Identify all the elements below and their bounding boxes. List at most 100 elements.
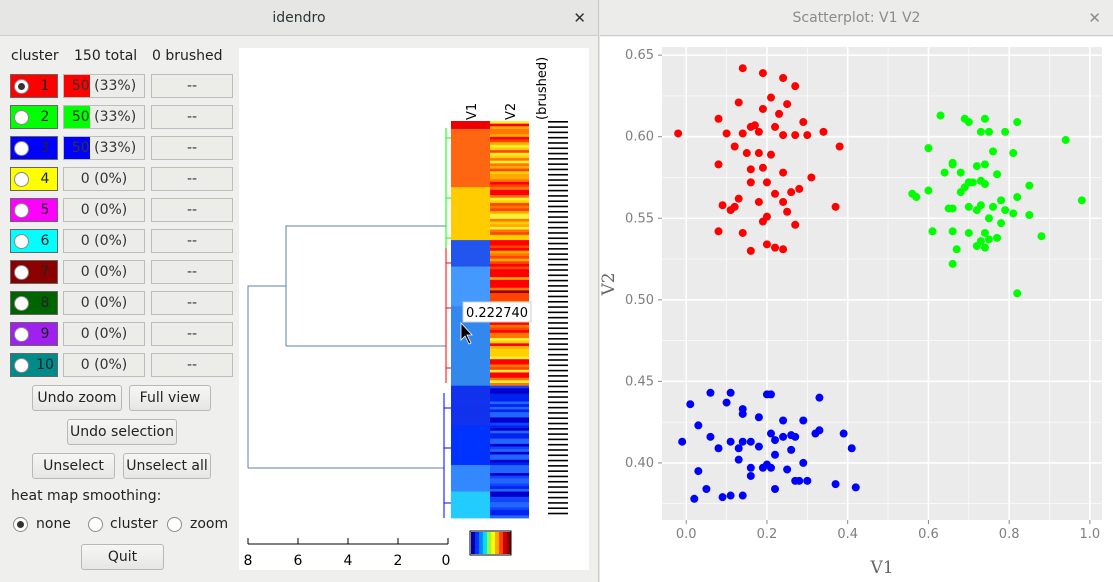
scatter-point[interactable] [690,494,699,503]
scatter-point[interactable] [714,444,723,453]
scatter-point[interactable] [980,180,989,189]
scatter-point[interactable] [686,400,695,409]
scatter-point[interactable] [771,243,780,252]
scatter-point[interactable] [738,437,747,446]
scatter-point[interactable] [771,450,780,459]
scatter-point[interactable] [730,202,739,211]
scatter-point[interactable] [742,149,751,158]
cluster-select-radio[interactable] [14,234,29,249]
scatterplot-area[interactable]: 0.0 0.2 0.4 0.6 0.8 1.0 0.40 0.45 0.50 0.55 0.60 0.… [600,37,1113,582]
scatter-point[interactable] [779,168,788,177]
scatter-point[interactable] [964,228,973,237]
scatter-point[interactable] [936,111,945,120]
scatter-point[interactable] [678,437,687,446]
scatter-point[interactable] [779,197,788,206]
scatter-point[interactable] [674,129,683,138]
scatter-point[interactable] [787,188,796,197]
scatter-point[interactable] [754,442,763,451]
scatter-point[interactable] [795,476,804,485]
scatter-point[interactable] [956,168,965,177]
scatter-point[interactable] [835,142,844,151]
scatter-point[interactable] [956,188,965,197]
scatter-point[interactable] [989,147,998,156]
scatter-point[interactable] [791,82,800,91]
smoothing-cluster-radio[interactable] [88,517,103,532]
close-icon[interactable]: ✕ [573,9,586,27]
scatter-point[interactable] [831,202,840,211]
scatter-point[interactable] [746,437,755,446]
scatter-point[interactable] [779,131,788,140]
close-icon[interactable]: ✕ [1088,9,1101,27]
cluster-color-swatch[interactable]: 2 [10,105,58,129]
scatter-point[interactable] [783,465,792,474]
scatter-point[interactable] [791,131,800,140]
scatter-point[interactable] [746,122,755,131]
scatter-point[interactable] [726,491,735,500]
scatter-point[interactable] [1025,181,1034,190]
scatter-point[interactable] [779,245,788,254]
scatter-point[interactable] [754,197,763,206]
plot-points[interactable] [674,64,1086,503]
scatter-point[interactable] [746,246,755,255]
scatter-point[interactable] [831,480,840,489]
scatter-point[interactable] [980,228,989,237]
scatter-point[interactable] [771,485,780,494]
scatter-point[interactable] [722,129,731,138]
scatter-point[interactable] [968,178,977,187]
scatter-point[interactable] [964,118,973,127]
scatter-point[interactable] [718,201,727,210]
scatter-point[interactable] [795,184,804,193]
scatter-point[interactable] [1061,135,1070,144]
scatter-point[interactable] [734,98,743,107]
scatter-point[interactable] [734,194,743,203]
scatter-point[interactable] [714,160,723,169]
cluster-select-radio[interactable] [14,79,29,94]
scatter-point[interactable] [1001,127,1010,136]
scatter-point[interactable] [803,131,812,140]
cluster-select-radio[interactable] [14,203,29,218]
dendrogram-tree[interactable] [247,225,446,469]
scatter-point[interactable] [734,444,743,453]
undo-zoom-button[interactable]: Undo zoom [32,385,122,411]
cluster-select-radio[interactable] [14,358,29,373]
scatter-point[interactable] [1013,193,1022,202]
scatter-point[interactable] [766,93,775,102]
scatter-point[interactable] [993,233,1002,242]
scatter-point[interactable] [726,437,735,446]
full-view-button[interactable]: Full view [129,385,211,411]
scatter-point[interactable] [1077,196,1086,205]
cluster-color-swatch[interactable]: 1 [10,74,58,98]
scatter-point[interactable] [758,163,767,172]
scatter-point[interactable] [803,476,812,485]
scatter-point[interactable] [718,493,727,502]
scatter-point[interactable] [746,178,755,187]
scatter-point[interactable] [779,73,788,82]
cluster-select-radio[interactable] [14,296,29,311]
scatter-point[interactable] [839,429,848,438]
cluster-color-swatch[interactable]: 9 [10,322,58,346]
scatter-point[interactable] [972,206,981,215]
scatter-point[interactable] [775,109,784,118]
scatter-point[interactable] [799,118,808,127]
heatmap[interactable] [451,121,529,519]
scatter-point[interactable] [980,160,989,169]
scatter-point[interactable] [694,467,703,476]
scatter-point[interactable] [972,241,981,250]
scatter-point[interactable] [984,127,993,136]
unselect-button[interactable]: Unselect [32,453,115,479]
scatter-point[interactable] [944,204,953,213]
cluster-color-swatch[interactable]: 6 [10,229,58,253]
scatter-point[interactable] [762,460,771,469]
scatter-point[interactable] [738,129,747,138]
dendrogram-svg[interactable]: V1 V2 (brushed) 0.222740 8 6 4 2 0 [239,48,589,570]
scatter-point[interactable] [1009,149,1018,158]
scatter-point[interactable] [948,227,957,236]
scatter-point[interactable] [847,444,856,453]
scatter-point[interactable] [972,162,981,171]
scatter-point[interactable] [819,127,828,136]
scatter-point[interactable] [997,219,1006,228]
cluster-select-radio[interactable] [14,265,29,280]
scatter-point[interactable] [726,388,735,397]
scatter-point[interactable] [766,429,775,438]
scatter-point[interactable] [762,240,771,249]
